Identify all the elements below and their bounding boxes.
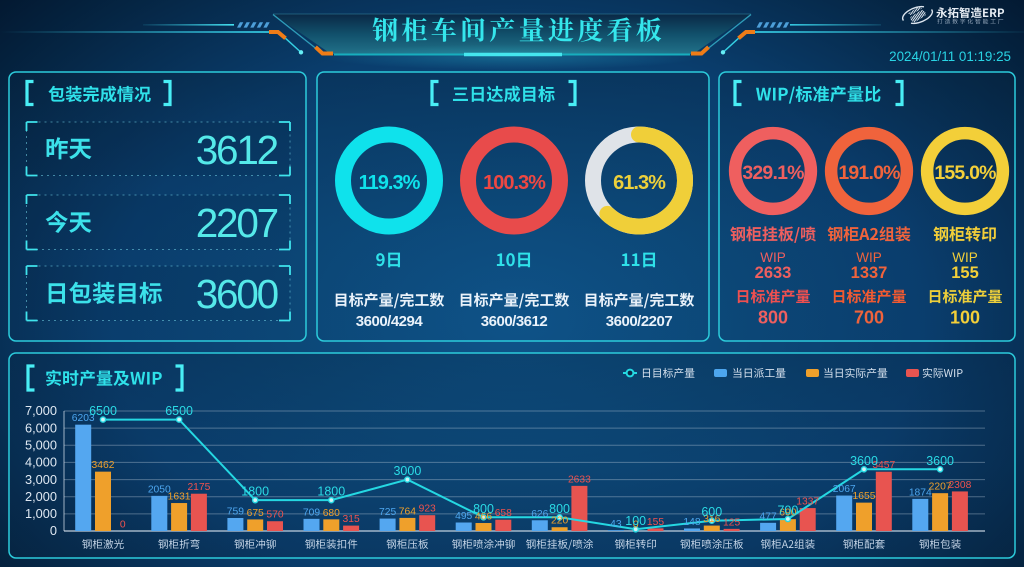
svg-text:119.3%: 119.3% — [359, 172, 421, 194]
svg-text:6500: 6500 — [89, 404, 117, 418]
svg-text:495: 495 — [455, 511, 472, 522]
svg-text:2633: 2633 — [568, 474, 591, 485]
svg-text:675: 675 — [247, 508, 264, 519]
svg-text:316: 316 — [703, 514, 720, 525]
svg-text:658: 658 — [495, 508, 512, 519]
svg-text:700: 700 — [854, 308, 884, 328]
svg-text:680: 680 — [323, 508, 340, 519]
svg-text:155: 155 — [647, 517, 664, 528]
svg-text:3000: 3000 — [393, 464, 421, 478]
svg-text:1337: 1337 — [796, 497, 819, 508]
svg-text:125: 125 — [723, 517, 740, 528]
svg-text:3462: 3462 — [92, 460, 115, 471]
svg-text:4,000: 4,000 — [25, 455, 57, 470]
svg-text:1337: 1337 — [851, 264, 888, 282]
svg-text:100: 100 — [950, 308, 980, 328]
svg-text:466: 466 — [475, 512, 492, 523]
svg-text:2633: 2633 — [755, 264, 792, 282]
svg-text:3600/3612: 3600/3612 — [481, 313, 548, 330]
svg-text:0: 0 — [633, 520, 639, 531]
svg-text:800: 800 — [758, 308, 788, 328]
svg-text:800: 800 — [549, 502, 570, 516]
svg-text:3,000: 3,000 — [25, 472, 57, 487]
svg-text:2175: 2175 — [187, 482, 210, 493]
svg-text:61.3%: 61.3% — [613, 172, 666, 194]
svg-text:2207: 2207 — [929, 482, 952, 493]
svg-text:0: 0 — [120, 520, 126, 531]
svg-text:923: 923 — [419, 504, 436, 515]
svg-text:148: 148 — [683, 517, 700, 528]
svg-text:43: 43 — [610, 519, 622, 530]
svg-text:800: 800 — [473, 502, 494, 516]
svg-text:2207: 2207 — [196, 200, 278, 246]
svg-text:100.3%: 100.3% — [483, 172, 546, 194]
svg-text:2024/01/11 01:19:25: 2024/01/11 01:19:25 — [889, 49, 1011, 64]
svg-text:3457: 3457 — [872, 460, 895, 471]
svg-text:329.1%: 329.1% — [742, 162, 804, 184]
svg-text:155: 155 — [951, 264, 979, 282]
svg-text:155.0%: 155.0% — [934, 162, 996, 184]
svg-text:600: 600 — [701, 505, 722, 519]
svg-text:1800: 1800 — [241, 485, 269, 499]
svg-text:6203: 6203 — [72, 413, 95, 424]
svg-text:2,000: 2,000 — [25, 489, 57, 504]
svg-text:3600: 3600 — [926, 454, 954, 468]
svg-text:764: 764 — [399, 506, 416, 517]
svg-text:1800: 1800 — [317, 485, 345, 499]
svg-text:1874: 1874 — [909, 487, 932, 498]
svg-text:WIP: WIP — [760, 250, 786, 265]
svg-text:6,000: 6,000 — [25, 420, 57, 435]
svg-text:3600/4294: 3600/4294 — [356, 313, 424, 330]
svg-text:626: 626 — [531, 509, 548, 520]
svg-text:1,000: 1,000 — [25, 506, 57, 521]
svg-text:3612: 3612 — [196, 127, 278, 173]
svg-text:1655: 1655 — [853, 491, 876, 502]
svg-text:2050: 2050 — [148, 484, 171, 495]
svg-text:0: 0 — [50, 523, 57, 538]
svg-text:725: 725 — [379, 507, 396, 518]
svg-text:191.0%: 191.0% — [838, 162, 900, 184]
svg-text:709: 709 — [303, 507, 320, 518]
svg-text:7,000: 7,000 — [25, 403, 57, 418]
svg-text:3600/2207: 3600/2207 — [606, 313, 673, 330]
svg-text:6500: 6500 — [165, 404, 193, 418]
svg-text:5,000: 5,000 — [25, 438, 57, 453]
svg-text:759: 759 — [227, 507, 244, 518]
svg-text:315: 315 — [343, 514, 360, 525]
svg-text:3600: 3600 — [850, 454, 878, 468]
svg-text:100: 100 — [625, 514, 646, 528]
svg-text:477: 477 — [760, 511, 777, 522]
svg-text:2308: 2308 — [948, 480, 971, 491]
svg-text:700: 700 — [777, 504, 798, 518]
svg-text:WIP: WIP — [856, 250, 882, 265]
svg-text:220: 220 — [551, 516, 568, 527]
svg-text:3600: 3600 — [196, 271, 278, 317]
svg-text:690: 690 — [779, 508, 796, 519]
svg-text:1631: 1631 — [168, 492, 191, 503]
svg-text:2067: 2067 — [833, 484, 856, 495]
svg-text:570: 570 — [266, 510, 283, 521]
svg-text:WIP: WIP — [952, 250, 978, 265]
